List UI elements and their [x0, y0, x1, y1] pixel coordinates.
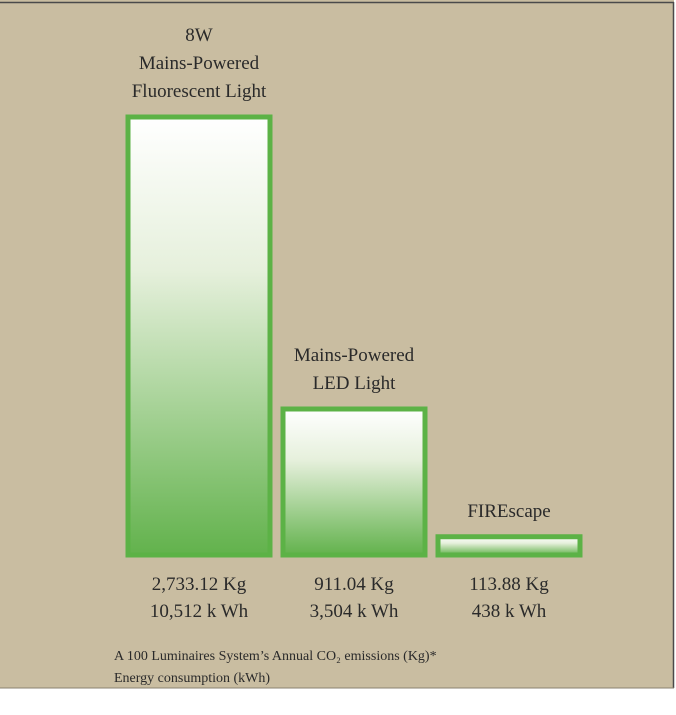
- category-label: 8W: [185, 25, 213, 46]
- bar: [125, 114, 273, 558]
- bar: [435, 534, 583, 558]
- background: [0, 0, 674, 688]
- value-label: 113.88 Kg: [469, 574, 549, 595]
- category-label: LED Light: [313, 373, 397, 394]
- value-label: 438 k Wh: [472, 601, 547, 622]
- value-label: 3,504 k Wh: [310, 601, 399, 622]
- bar: [280, 406, 428, 558]
- legend-entry: A 100 Luminaires System’s Annual CO₂ emi…: [114, 649, 437, 664]
- category-label: Mains-Powered: [139, 53, 260, 74]
- legend-entry: Energy consumption (kWh): [114, 671, 270, 686]
- value-label: 911.04 Kg: [314, 574, 394, 595]
- value-label: 10,512 k Wh: [150, 601, 249, 622]
- category-label: FIREscape: [467, 501, 550, 522]
- value-label: 2,733.12 Kg: [152, 574, 247, 595]
- category-label: Fluorescent Light: [132, 81, 267, 102]
- category-label: Mains-Powered: [294, 345, 415, 366]
